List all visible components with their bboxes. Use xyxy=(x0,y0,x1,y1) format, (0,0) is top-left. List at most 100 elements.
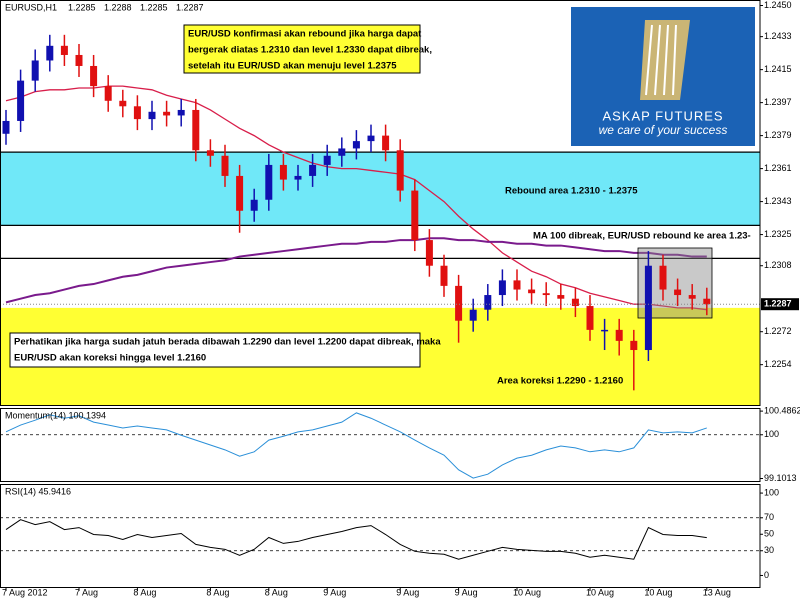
x-tick-label: 8 Aug xyxy=(133,587,156,597)
candle-body xyxy=(60,45,68,55)
y-tick-label: 0 xyxy=(764,570,769,580)
candle-body xyxy=(31,60,39,81)
zone xyxy=(0,152,760,226)
y-tick-label: 1.2450 xyxy=(764,0,792,10)
moving-average xyxy=(5,85,707,311)
candle-body xyxy=(425,240,433,266)
indicator-line xyxy=(5,519,707,560)
candle-body xyxy=(659,265,667,290)
candle-body xyxy=(396,150,404,191)
candle-body xyxy=(192,109,200,151)
candle-body xyxy=(17,80,25,121)
candle-body xyxy=(484,295,492,310)
candle-body xyxy=(119,100,127,107)
indicator-title: RSI(14) 45.9416 xyxy=(5,486,71,496)
candle-body xyxy=(177,109,185,116)
candle-body xyxy=(133,106,141,120)
y-tick-label: 1.2433 xyxy=(764,31,792,41)
y-tick-label: 50 xyxy=(764,529,774,539)
header-value: 1.2287 xyxy=(176,2,204,12)
zone-label: Rebound area 1.2310 - 1.2375 xyxy=(505,186,638,197)
symbol-label: EURUSD,H1 xyxy=(5,2,57,12)
candle-body xyxy=(615,329,623,341)
candle-body xyxy=(469,309,477,321)
indicator-title: Momentum(14) 100.1394 xyxy=(5,410,106,420)
candle-body xyxy=(236,175,244,211)
logo-name: ASKAP FUTURES xyxy=(602,108,723,123)
candle-body xyxy=(644,265,652,351)
candle-body xyxy=(265,164,273,200)
candle-body xyxy=(411,190,419,241)
y-tick-label: 100 xyxy=(764,487,779,497)
y-tick-label: 99.1013 xyxy=(764,473,797,483)
y-tick-label: 100.4862 xyxy=(764,405,800,415)
annotation-text: bergerak diatas 1.2310 dan level 1.2330 … xyxy=(188,45,432,56)
candle-body xyxy=(90,65,98,87)
candle-body xyxy=(309,164,317,176)
moving-average xyxy=(5,237,707,304)
annotation-text: Perhatikan jika harga sudah jatuh berada… xyxy=(14,337,441,348)
candle-body xyxy=(2,120,10,134)
candle-body xyxy=(352,141,360,149)
y-tick-label: 1.2343 xyxy=(764,196,792,206)
candle-body xyxy=(586,306,594,330)
x-tick-label: 13 Aug xyxy=(703,587,731,597)
y-tick-label: 30 xyxy=(764,545,774,555)
candle-body xyxy=(294,175,302,180)
y-tick-label: 70 xyxy=(764,512,774,522)
candle-body xyxy=(206,150,214,156)
indicator-line xyxy=(5,412,707,479)
y-tick-label: 1.2325 xyxy=(764,229,792,239)
y-tick-label: 1.2397 xyxy=(764,97,792,107)
panel-frame xyxy=(0,408,761,482)
x-tick-label: 9 Aug xyxy=(323,587,346,597)
annotation-text: EUR/USD konfirmasi akan rebound jika har… xyxy=(188,29,422,40)
candle-body xyxy=(440,265,448,286)
x-tick-label: 7 Aug 2012 xyxy=(2,587,48,597)
candle-body xyxy=(279,164,287,180)
candle-body xyxy=(163,111,171,116)
annotation-text: EUR/USD akan koreksi hingga level 1.2160 xyxy=(14,353,206,364)
candle-body xyxy=(571,298,579,307)
candle-body xyxy=(338,148,346,156)
y-tick-label: 1.2415 xyxy=(764,64,792,74)
header-value: 1.2285 xyxy=(140,2,168,12)
zone-label: Area koreksi 1.2290 - 1.2160 xyxy=(497,376,623,387)
logo-slogan: we care of your success xyxy=(599,123,728,137)
x-tick-label: 9 Aug xyxy=(455,587,478,597)
y-tick-label: 1.2272 xyxy=(764,326,792,336)
x-tick-label: 8 Aug xyxy=(206,587,229,597)
candle-body xyxy=(674,289,682,296)
x-tick-label: 8 Aug xyxy=(265,587,288,597)
annotation-text: setelah itu EUR/USD akan menuju level 1.… xyxy=(188,61,397,72)
x-tick-label: 10 Aug xyxy=(586,587,614,597)
candle-body xyxy=(148,111,156,120)
annotation-text: MA 100 dibreak, EUR/USD rebound ke area … xyxy=(533,231,751,242)
annotation-box xyxy=(183,24,421,74)
x-tick-label: 9 Aug xyxy=(396,587,419,597)
candle-body xyxy=(382,135,390,151)
x-tick-label: 7 Aug xyxy=(75,587,98,597)
price-marker-label: 1.2287 xyxy=(764,299,792,309)
candle-body xyxy=(221,155,229,176)
header-value: 1.2285 xyxy=(68,2,96,12)
x-tick-label: 10 Aug xyxy=(644,587,672,597)
candle-body xyxy=(703,298,711,305)
annotation-box xyxy=(9,332,421,368)
candle-body xyxy=(455,285,463,321)
candle-body xyxy=(513,280,521,290)
candle-body xyxy=(250,199,258,211)
candle-body xyxy=(46,45,54,61)
candle-body xyxy=(498,280,506,296)
candle-body xyxy=(528,289,536,294)
candle-body xyxy=(630,340,638,351)
candle-body xyxy=(367,135,375,142)
candle-body xyxy=(323,155,331,165)
y-tick-label: 1.2254 xyxy=(764,359,792,369)
header-value: 1.2288 xyxy=(104,2,132,12)
candle-body xyxy=(104,86,112,101)
y-tick-label: 1.2308 xyxy=(764,260,792,270)
price-marker xyxy=(761,298,799,311)
